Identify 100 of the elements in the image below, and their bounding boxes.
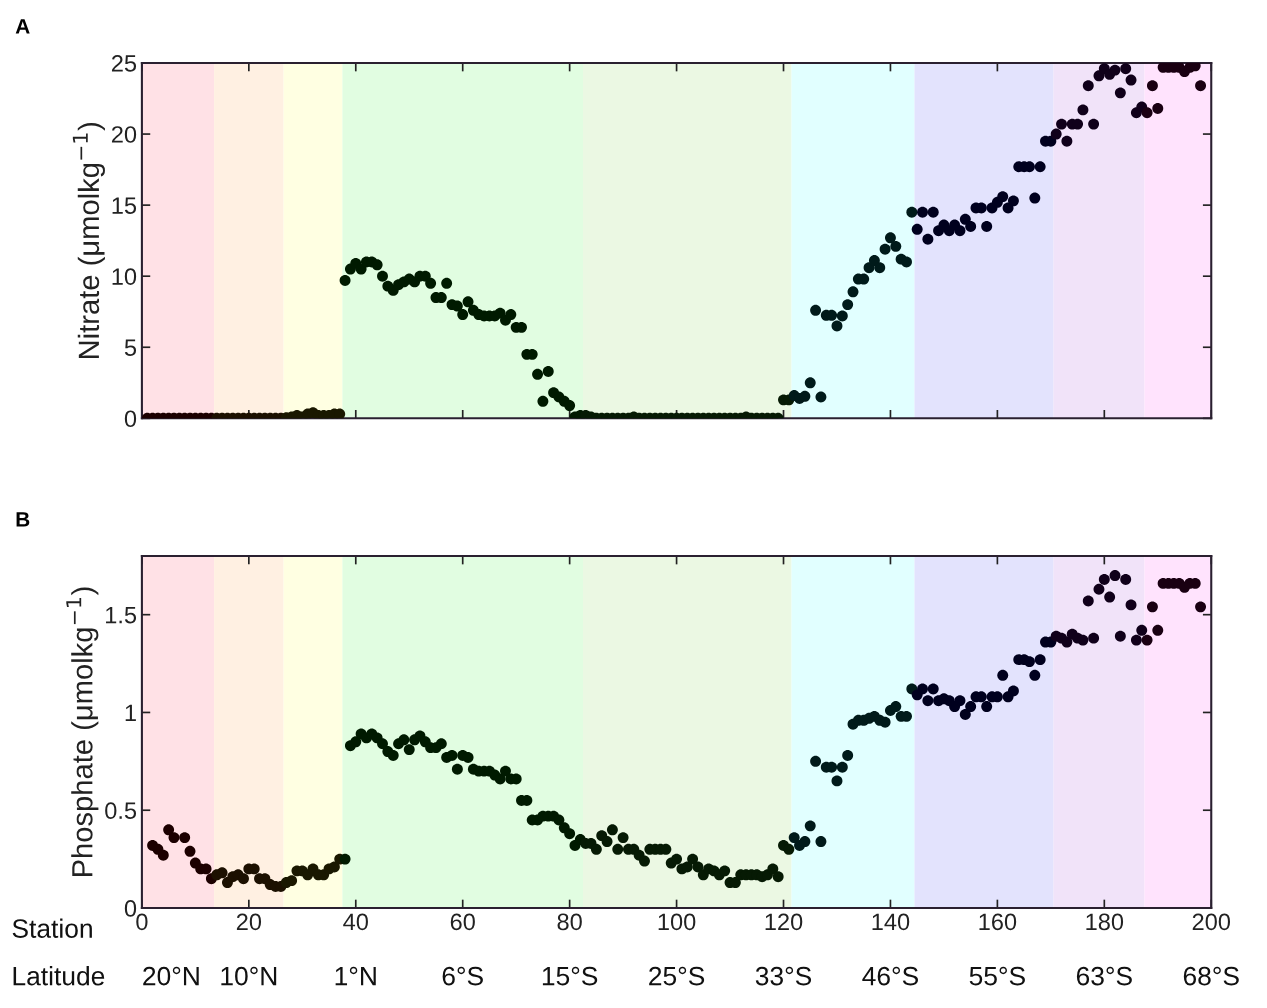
y-tick-label: 5 [124,339,137,357]
point [462,751,474,763]
point [917,683,928,695]
point [874,262,886,274]
point [286,875,298,887]
point [911,223,923,235]
point [216,867,228,879]
chart-title: A [15,19,30,34]
point [537,395,549,407]
point [884,232,896,244]
y-axis-title: Nitrate (μmolkg$^{−1}$) [72,122,105,358]
point [1109,64,1121,76]
point [799,836,811,847]
point [612,843,624,855]
point [767,863,779,875]
text: 63°S [1076,966,1132,986]
text: 6°S [442,966,483,986]
point [1056,118,1068,130]
chart-title: B [16,512,30,527]
text: 10°N [221,966,277,986]
y-tick-label: 1 [125,704,136,722]
point [681,861,693,873]
point [457,309,469,321]
point [687,853,699,865]
point [927,683,939,695]
text: 25°S [649,966,705,986]
point [997,191,1009,203]
point [671,853,683,865]
point [184,845,196,857]
point [451,763,463,775]
y-tick-label: 1.5 [106,606,137,624]
point [1088,632,1100,644]
point [564,400,576,411]
y-tick-label: 10 [112,268,137,285]
point [965,701,977,713]
x-tick-label: 60 [450,913,475,931]
point [890,701,902,713]
x-tick-label: 80 [557,913,582,931]
point [788,832,800,844]
text: 33°S [755,966,812,986]
point [590,843,602,855]
point [542,365,554,377]
point [1125,599,1137,611]
point [810,755,822,767]
point [1098,574,1110,585]
x-tick-label: 160 [979,913,1017,931]
point [783,843,795,855]
y-tick-label: 20 [111,126,137,143]
point [1007,685,1019,697]
point [350,736,362,748]
point [339,274,351,286]
point [772,871,784,883]
point [179,832,191,844]
point [804,820,816,832]
point [831,775,843,787]
point [815,836,827,847]
point [532,368,544,380]
point [1082,595,1094,607]
point [981,701,993,713]
point [922,233,934,245]
point [168,832,180,844]
point [836,310,848,322]
text: 55°S [969,966,1025,986]
point [927,206,939,218]
text: Latitude [13,966,105,986]
x-tick-label: 180 [1086,913,1124,931]
point [1077,104,1089,116]
point [815,391,827,403]
point [1034,161,1046,173]
point [403,744,415,756]
point [810,304,822,316]
y-tick-label: 0 [124,410,137,428]
point [505,309,517,321]
point [901,256,912,268]
point [564,828,576,840]
point [500,765,511,777]
text: 46°S [862,966,918,986]
point [639,855,650,867]
point [1114,630,1126,642]
point [1152,103,1164,114]
point [606,824,618,836]
x-tick-label: 40 [343,913,368,931]
point [1146,601,1158,613]
point [799,390,811,402]
point [890,240,902,252]
point [1130,634,1142,646]
point [847,286,859,298]
x-tick-label: 100 [658,913,696,931]
point [1195,601,1207,613]
point [1029,669,1041,681]
point [965,220,977,232]
point [1120,63,1132,75]
point [371,259,383,271]
point [462,296,474,308]
x-tick-label: 0 [136,913,148,931]
point [879,716,891,728]
point [377,270,388,282]
point [1082,80,1094,92]
text: 20°N [143,966,199,986]
point [398,734,410,746]
